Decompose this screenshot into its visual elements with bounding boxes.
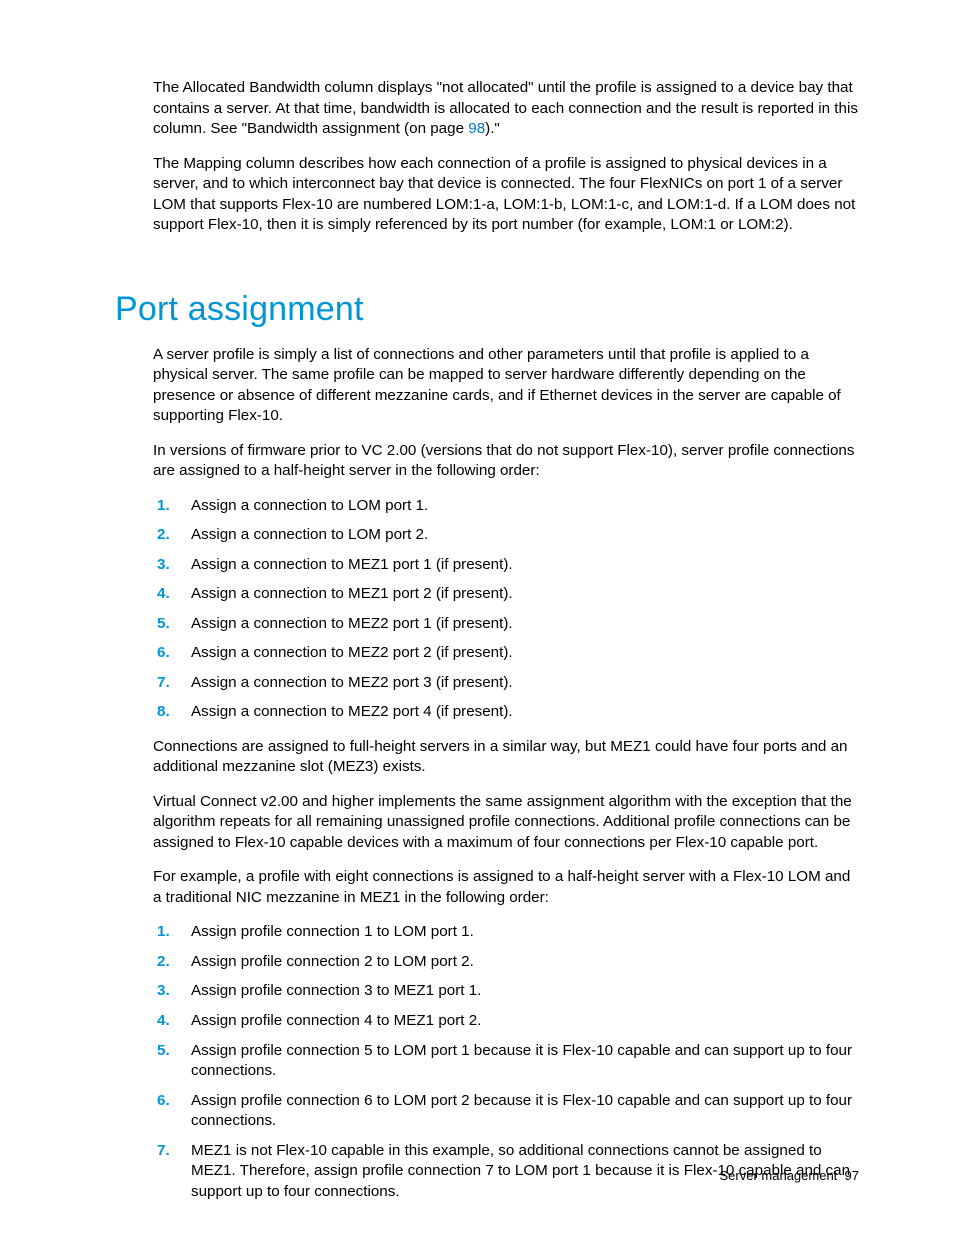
page-link-98[interactable]: 98 [468, 120, 485, 137]
list-item: Assign a connection to MEZ2 port 3 (if p… [153, 673, 859, 694]
section-p3: Connections are assigned to full-height … [153, 737, 859, 778]
intro-p1-text-b: )." [485, 120, 500, 137]
list-item: Assign a connection to LOM port 1. [153, 496, 859, 517]
footer-page-number: 97 [845, 1168, 859, 1183]
section-p1: A server profile is simply a list of con… [153, 345, 859, 427]
section-heading-port-assignment: Port assignment [115, 290, 859, 329]
intro-paragraph-1: The Allocated Bandwidth column displays … [153, 78, 859, 140]
section-body: A server profile is simply a list of con… [153, 345, 859, 1203]
ordered-list-2: Assign profile connection 1 to LOM port … [153, 922, 859, 1202]
footer-section-name: Server management [720, 1168, 838, 1183]
page: The Allocated Bandwidth column displays … [0, 0, 954, 1235]
list-item: Assign profile connection 1 to LOM port … [153, 922, 859, 943]
intro-paragraph-2: The Mapping column describes how each co… [153, 154, 859, 236]
list-item: Assign profile connection 3 to MEZ1 port… [153, 981, 859, 1002]
list-item: Assign profile connection 2 to LOM port … [153, 952, 859, 973]
list-item: Assign a connection to MEZ2 port 2 (if p… [153, 643, 859, 664]
section-p4: Virtual Connect v2.00 and higher impleme… [153, 792, 859, 854]
list-item: Assign profile connection 6 to LOM port … [153, 1091, 859, 1132]
ordered-list-1: Assign a connection to LOM port 1. Assig… [153, 496, 859, 723]
list-item: Assign a connection to LOM port 2. [153, 525, 859, 546]
intro-block: The Allocated Bandwidth column displays … [153, 78, 859, 236]
section-p2: In versions of firmware prior to VC 2.00… [153, 441, 859, 482]
intro-p1-text-a: The Allocated Bandwidth column displays … [153, 79, 858, 137]
list-item: Assign a connection to MEZ2 port 4 (if p… [153, 702, 859, 723]
page-footer: Server management 97 [720, 1168, 859, 1183]
list-item: Assign profile connection 4 to MEZ1 port… [153, 1011, 859, 1032]
section-p5: For example, a profile with eight connec… [153, 867, 859, 908]
list-item: Assign a connection to MEZ2 port 1 (if p… [153, 614, 859, 635]
list-item: Assign a connection to MEZ1 port 2 (if p… [153, 584, 859, 605]
list-item: Assign a connection to MEZ1 port 1 (if p… [153, 555, 859, 576]
list-item: Assign profile connection 5 to LOM port … [153, 1041, 859, 1082]
